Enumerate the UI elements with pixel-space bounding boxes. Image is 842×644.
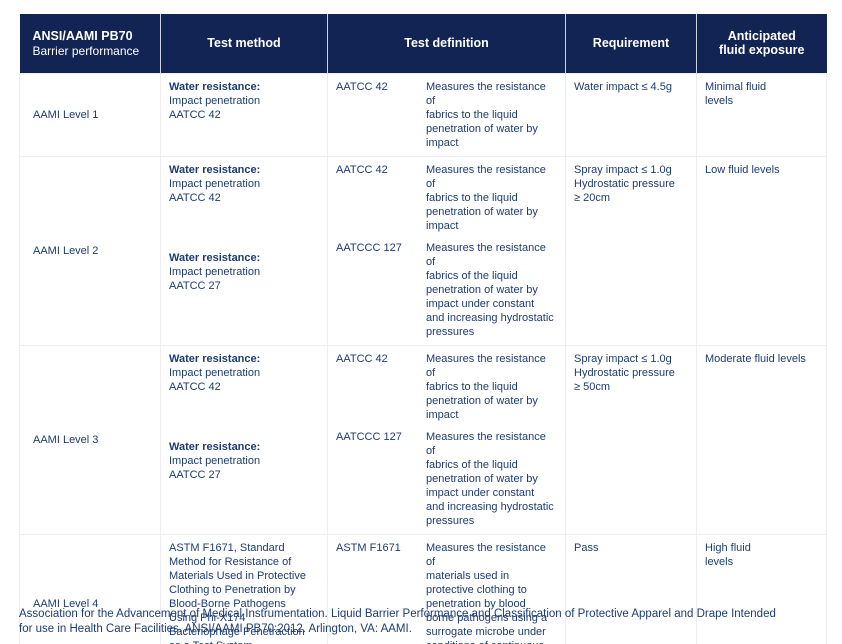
method-title: Water resistance: [169, 163, 261, 176]
requirement-cell: Water impact ≤ 4.5g [565, 72, 697, 157]
fluid-exposure-text: High fluid levels [705, 541, 751, 568]
requirement-text: Water impact ≤ 4.5g [574, 80, 672, 93]
definition-pair: AATCC 42 Measures the resistance of fabr… [336, 352, 557, 422]
level-label: AAMI Level 4 [33, 597, 99, 610]
method-block: Water resistance: Impact penetration AAT… [169, 80, 319, 122]
test-method-cell: Water resistance: Impact penetration AAT… [160, 72, 328, 157]
definition-text: Measures the resistance of fabrics to th… [426, 163, 546, 232]
level-label: AAMI Level 3 [33, 433, 99, 446]
test-method-cell: Water resistance: Impact penetration AAT… [160, 155, 328, 346]
method-lines: Impact penetration AATCC 27 [169, 454, 261, 481]
header-cell-barrier-performance: ANSI/AAMI PB70 Barrier performance [19, 14, 161, 73]
method-block: Water resistance: Impact penetration AAT… [169, 163, 319, 205]
header-cell-test-definition: Test definition [327, 14, 566, 73]
fluid-exposure-cell: Moderate fluid levels [696, 344, 827, 535]
requirement-text: Spray impact ≤ 1.0g Hydrostatic pressure… [574, 352, 675, 393]
definition-code: ASTM F1671 [336, 541, 401, 554]
definition-text: Measures the resistance of materials use… [426, 541, 548, 644]
fluid-exposure-text: Moderate fluid levels [705, 352, 806, 365]
fluid-exposure-cell: Low fluid levels [696, 155, 827, 346]
fluid-exposure-cell: High fluid levels [696, 533, 827, 644]
barrier-performance-table: ANSI/AAMI PB70 Barrier performance Test … [19, 14, 827, 644]
test-method-cell: ASTM F1671, Standard Method for Resistan… [160, 533, 328, 644]
definition-pair: AATCC 42 Measures the resistance of fabr… [336, 163, 557, 233]
method-block: Water resistance: Impact penetration AAT… [169, 251, 319, 293]
definition-code: AATCC 42 [336, 163, 388, 176]
method-lines: Impact penetration AATCC 42 [169, 366, 261, 393]
fluid-exposure-text: Minimal fluid levels [705, 80, 767, 107]
method-lines: Impact penetration AATCC 27 [169, 265, 261, 292]
definition-pair: ASTM F1671 Measures the resistance of ma… [336, 541, 557, 644]
table-row-level-4: AAMI Level 4 ASTM F1671, Standard Method… [19, 533, 827, 644]
definition-code: AATCC 42 [336, 352, 388, 365]
method-block: ASTM F1671, Standard Method for Resistan… [169, 541, 319, 644]
definition-text: Measures the resistance of fabrics to th… [426, 352, 546, 421]
header-cell-anticipated-fluid-exposure: Anticipated fluid exposure [696, 14, 827, 73]
method-lines: Impact penetration AATCC 42 [169, 177, 261, 204]
table-row-level-2: AAMI Level 2 Water resistance: Impact pe… [19, 155, 827, 346]
citation-text: Association for the Advancement of Medic… [19, 608, 776, 635]
level-label: AAMI Level 2 [33, 244, 99, 257]
test-definition-cell: ASTM F1671 Measures the resistance of ma… [327, 533, 566, 644]
table-row-level-3: AAMI Level 3 Water resistance: Impact pe… [19, 344, 827, 535]
method-title: Water resistance: [169, 352, 261, 365]
test-method-cell: Water resistance: Impact penetration AAT… [160, 344, 328, 535]
header-cell-requirement: Requirement [565, 14, 697, 73]
level-cell: AAMI Level 4 [19, 533, 161, 644]
header-title-line2: Barrier performance [32, 43, 140, 58]
requirement-text: Pass [574, 541, 599, 554]
method-block: Water resistance: Impact penetration AAT… [169, 352, 319, 394]
table-header-row: ANSI/AAMI PB70 Barrier performance Test … [19, 14, 827, 73]
level-cell: AAMI Level 3 [19, 344, 161, 535]
header-cell-test-method: Test method [160, 14, 328, 73]
test-definition-cell: AATCC 42 Measures the resistance of fabr… [327, 155, 566, 346]
requirement-cell: Spray impact ≤ 1.0g Hydrostatic pressure… [565, 344, 697, 535]
level-cell: AAMI Level 2 [19, 155, 161, 346]
header-title-line1: ANSI/AAMI PB70 [32, 28, 133, 43]
method-title: Water resistance: [169, 80, 261, 93]
definition-text: Measures the resistance of fabrics of th… [426, 241, 554, 338]
requirement-cell: Spray impact ≤ 1.0g Hydrostatic pressure… [565, 155, 697, 346]
method-block: Water resistance: Impact penetration AAT… [169, 440, 319, 482]
method-lines: ASTM F1671, Standard Method for Resistan… [169, 541, 306, 644]
requirement-text: Spray impact ≤ 1.0g Hydrostatic pressure… [574, 163, 675, 204]
definition-pair: AATCCC 127 Measures the resistance of fa… [336, 241, 557, 339]
method-lines: Impact penetration AATCC 42 [169, 94, 261, 121]
method-title: Water resistance: [169, 251, 261, 264]
definition-text: Measures the resistance of fabrics to th… [426, 80, 546, 149]
table-row-level-1: AAMI Level 1 Water resistance: Impact pe… [19, 72, 827, 157]
test-definition-cell: AATCC 42 Measures the resistance of fabr… [327, 72, 566, 157]
definition-code: AATCCC 127 [336, 241, 402, 254]
fluid-exposure-text: Low fluid levels [705, 163, 780, 176]
level-label: AAMI Level 1 [33, 108, 99, 121]
definition-pair: AATCC 42 Measures the resistance of fabr… [336, 80, 557, 150]
definition-code: AATCCC 127 [336, 430, 402, 443]
definition-pair: AATCCC 127 Measures the resistance of fa… [336, 430, 557, 528]
method-title: Water resistance: [169, 440, 261, 453]
level-cell: AAMI Level 1 [19, 72, 161, 157]
test-definition-cell: AATCC 42 Measures the resistance of fabr… [327, 344, 566, 535]
fluid-exposure-cell: Minimal fluid levels [696, 72, 827, 157]
definition-code: AATCC 42 [336, 80, 388, 93]
definition-text: Measures the resistance of fabrics of th… [426, 430, 554, 527]
